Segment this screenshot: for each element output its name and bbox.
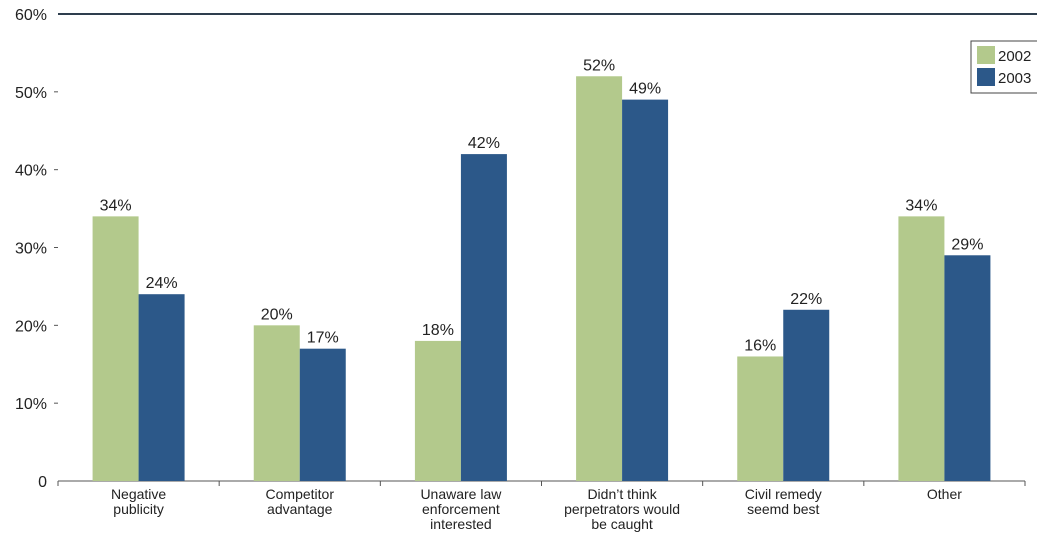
bar-2003 [944,255,991,481]
legend: 2002 2003 [970,40,1037,94]
data-label: 34% [100,197,132,214]
data-label: 42% [468,135,500,152]
data-label: 16% [744,337,776,354]
bar-2002 [898,216,945,481]
y-tick-label: 60% [15,7,47,24]
bar-2002 [414,340,461,481]
x-axis [57,480,1026,486]
bar-2002 [92,216,139,481]
data-labels: 34% 24% 20% 17% 18% 42% 52% 49% 16% 22% 34% 29% [100,57,984,354]
legend-label: 2003 [998,70,1031,87]
y-tick-label: 30% [15,241,47,258]
bar-2002 [576,76,623,482]
data-label: 52% [583,57,615,74]
category-labels: Negative publicity Competitor advantage Unaw… [111,486,962,532]
y-tick-label: 0 [38,474,47,491]
data-label: 18% [422,322,454,339]
bar-2003 [783,309,830,481]
y-tick-label: 50% [15,85,47,102]
y-tick-label: 20% [15,318,47,335]
data-label: 20% [261,306,293,323]
legend-swatch-2003 [977,68,995,86]
x-category-label: Civil remedy seemd best [745,486,822,517]
data-label: 49% [629,81,661,98]
bar-2002 [737,356,784,481]
x-category-label: Unaware law enforcement interested [420,486,502,532]
data-label: 34% [905,197,937,214]
legend-label: 2002 [998,48,1031,65]
data-label: 22% [790,291,822,308]
legend-swatch-2002 [977,46,995,64]
x-category-label: Competitor advantage [266,486,335,517]
bar-2003 [299,348,346,481]
bar-2003 [622,99,669,481]
data-label: 24% [146,275,178,292]
bars [92,76,991,482]
x-category-label: Didn’t think perpetrators would be caught [564,486,680,532]
y-tick-label: 40% [15,163,47,180]
data-label: 17% [307,330,339,347]
x-category-label: Other [927,486,962,502]
bar-2003 [460,154,507,481]
data-label: 29% [951,236,983,253]
bar-2002 [253,325,300,481]
x-category-label: Negative publicity [111,486,166,517]
bar-2003 [138,294,185,481]
y-tick-label: 10% [15,396,47,413]
y-axis: 0 10% 20% 30% 40% 50% 60% [15,7,1037,491]
